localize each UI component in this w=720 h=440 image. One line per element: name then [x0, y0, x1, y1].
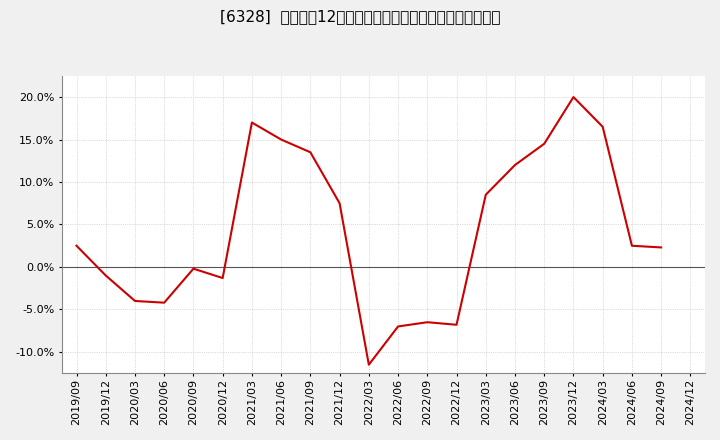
Text: [6328]  売上高の12か月移動合計の対前年同期増減率の推移: [6328] 売上高の12か月移動合計の対前年同期増減率の推移 — [220, 9, 500, 24]
